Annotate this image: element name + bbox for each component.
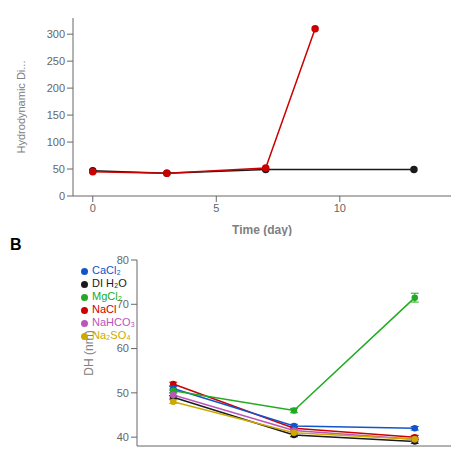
svg-text:5: 5	[213, 202, 219, 214]
svg-text:70: 70	[117, 298, 129, 310]
svg-text:150: 150	[47, 109, 65, 121]
html-text:Na₂SO₄: Na₂SO₄	[92, 329, 131, 341]
svg-text:300: 300	[47, 28, 65, 40]
html-text:MgCl₂: MgCl₂	[92, 290, 122, 302]
svg-text:0: 0	[90, 202, 96, 214]
svg-text:250: 250	[47, 55, 65, 67]
html-text:DI H₂O: DI H₂O	[92, 277, 127, 289]
svg-text:60: 60	[117, 342, 129, 354]
svg-text:10: 10	[334, 202, 346, 214]
svg-text:80: 80	[117, 254, 129, 266]
svg-text:50: 50	[117, 387, 129, 399]
svg-text:50: 50	[53, 163, 65, 175]
svg-text:0: 0	[59, 190, 65, 202]
svg-text:DH (nm): DH (nm)	[82, 330, 96, 375]
html-text:NaHCO₃: NaHCO₃	[92, 316, 135, 328]
html-text:NaCl: NaCl	[92, 303, 117, 315]
svg-text:Hydrodynamic Di...: Hydrodynamic Di...	[15, 61, 27, 154]
html-text:B: B	[10, 236, 22, 253]
svg-text:40: 40	[117, 431, 129, 443]
html-text:CaCl₂: CaCl₂	[92, 264, 121, 276]
svg-text:200: 200	[47, 82, 65, 94]
svg-text:Time (day): Time (day)	[232, 223, 292, 236]
svg-text:100: 100	[47, 136, 65, 148]
